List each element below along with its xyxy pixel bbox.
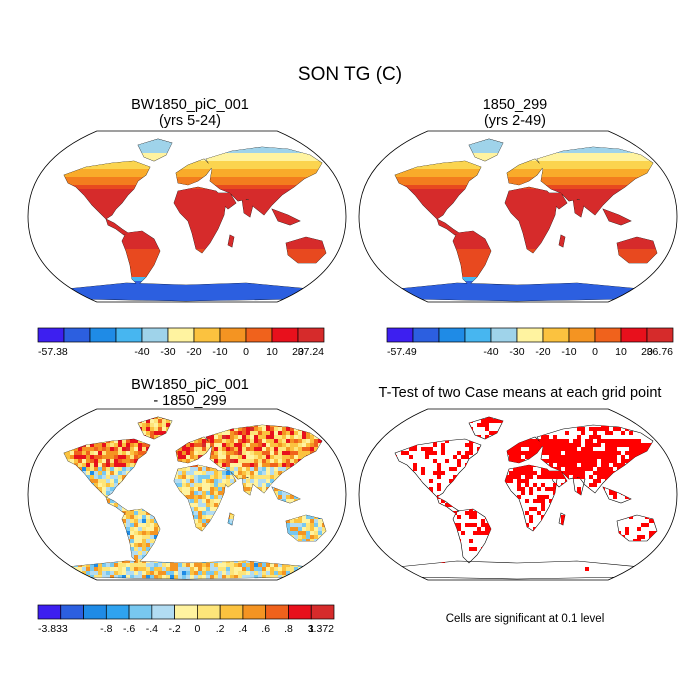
colorbar-swatch	[542, 327, 570, 343]
colorbar-swatch	[646, 327, 674, 343]
colorbar-swatch	[516, 327, 544, 343]
panel-3-subtitle: - 1850_299	[153, 393, 227, 409]
map-panel-3	[27, 408, 347, 581]
panel-4-title: T-Test of two Case means at each grid po…	[378, 385, 662, 401]
colorbar-label: 20	[292, 346, 304, 358]
colorbar-swatch	[464, 327, 492, 343]
colorbar-label: -10	[561, 346, 576, 358]
colorbar-swatch	[167, 327, 195, 343]
colorbar-swatch	[60, 604, 84, 620]
colorbar-label: 36.76	[647, 346, 673, 358]
colorbar-swatch	[242, 604, 267, 620]
map-frame	[358, 408, 678, 581]
colorbar-label: 0	[592, 346, 598, 358]
colorbar-label: 10	[266, 346, 278, 358]
colorbar-swatch	[115, 327, 143, 343]
panel-2-subtitle: (yrs 2-49)	[483, 113, 547, 129]
colorbar-label: -10	[212, 346, 227, 358]
panel-3-title-text: BW1850_piC_001	[131, 377, 249, 393]
map-panel-1	[27, 130, 347, 303]
colorbar-swatch	[151, 604, 175, 620]
colorbar-swatch	[620, 327, 648, 343]
colorbar-swatch	[63, 327, 91, 343]
colorbar-swatch	[37, 604, 62, 620]
panel-2-title-text: 1850_299	[482, 97, 548, 113]
colorbar-swatch	[265, 604, 289, 620]
colorbar-swatch	[271, 327, 299, 343]
panel-1-subtitle: (yrs 5-24)	[158, 113, 222, 129]
colorbar-swatch	[297, 327, 325, 343]
colorbar-label: -40	[483, 346, 498, 358]
colorbar-swatch	[197, 604, 221, 620]
colorbar-swatch	[37, 327, 65, 343]
colorbar-label: -20	[535, 346, 550, 358]
colorbar-label: 10	[615, 346, 627, 358]
colorbar-label: -20	[186, 346, 201, 358]
colorbar-label: .2	[216, 623, 225, 635]
continent-antarctica	[396, 560, 642, 580]
colorbar-swatch	[310, 604, 335, 620]
colorbar-label: 3.372	[308, 623, 334, 635]
map-panel-2	[358, 130, 678, 303]
colorbar-swatch	[568, 327, 596, 343]
colorbar-swatch	[174, 604, 198, 620]
colorbar-label: -40	[134, 346, 149, 358]
map-frame	[27, 408, 347, 581]
colorbar-label: .8	[284, 623, 293, 635]
colorbar-swatch	[83, 604, 107, 620]
panel-1-title: BW1850_piC_001 (yrs 5-24)	[30, 97, 350, 129]
colorbar-swatch	[438, 327, 466, 343]
colorbar-label: -3.833	[38, 623, 68, 635]
significance-note: Cells are significant at 0.1 level	[445, 613, 605, 625]
colorbar-label: -30	[160, 346, 175, 358]
colorbar-label: 20	[641, 346, 653, 358]
colorbar-swatch	[219, 327, 247, 343]
colorbar-label: -30	[509, 346, 524, 358]
colorbar-swatch	[105, 604, 130, 620]
colorbar-label: 0	[243, 346, 249, 358]
panel-3-title: BW1850_piC_001 - 1850_299	[30, 377, 350, 409]
colorbar-label: -57.38	[38, 346, 68, 358]
colorbar-swatch	[219, 604, 244, 620]
map-panel-4	[358, 408, 678, 581]
panel-2-title: 1850_299 (yrs 2-49)	[350, 97, 680, 129]
colorbar-swatch	[193, 327, 221, 343]
colorbar-label: -.8	[100, 623, 112, 635]
colorbar-swatch	[288, 604, 312, 620]
colorbar-label: -.2	[168, 623, 180, 635]
figure-title: SON TG (C)	[297, 64, 403, 85]
colorbar-swatch	[490, 327, 518, 343]
colorbar-label: .6	[261, 623, 270, 635]
colorbar-label: .4	[239, 623, 248, 635]
colorbar-label: -57.49	[387, 346, 417, 358]
colorbar-label: -.6	[123, 623, 135, 635]
colorbar-swatch	[245, 327, 273, 343]
map-frame	[358, 130, 678, 303]
colorbar-label: 0	[194, 623, 200, 635]
colorbar-swatch	[412, 327, 440, 343]
colorbar-swatch	[128, 604, 153, 620]
colorbar-3: -3.833 -.8 -.6 -.4 -.2 0 .2 .4 .6 .8 13.372	[37, 604, 335, 635]
colorbar-swatch	[594, 327, 622, 343]
colorbar-swatch	[89, 327, 117, 343]
colorbar-swatch	[141, 327, 169, 343]
colorbar-label: 1	[308, 623, 314, 635]
colorbar-label: -.4	[146, 623, 158, 635]
panel-1-title-text: BW1850_piC_001	[131, 97, 249, 113]
continent-africa	[504, 464, 558, 532]
map-frame	[27, 130, 347, 303]
colorbar-swatch	[386, 327, 414, 343]
colorbar-label: 37.24	[298, 346, 324, 358]
